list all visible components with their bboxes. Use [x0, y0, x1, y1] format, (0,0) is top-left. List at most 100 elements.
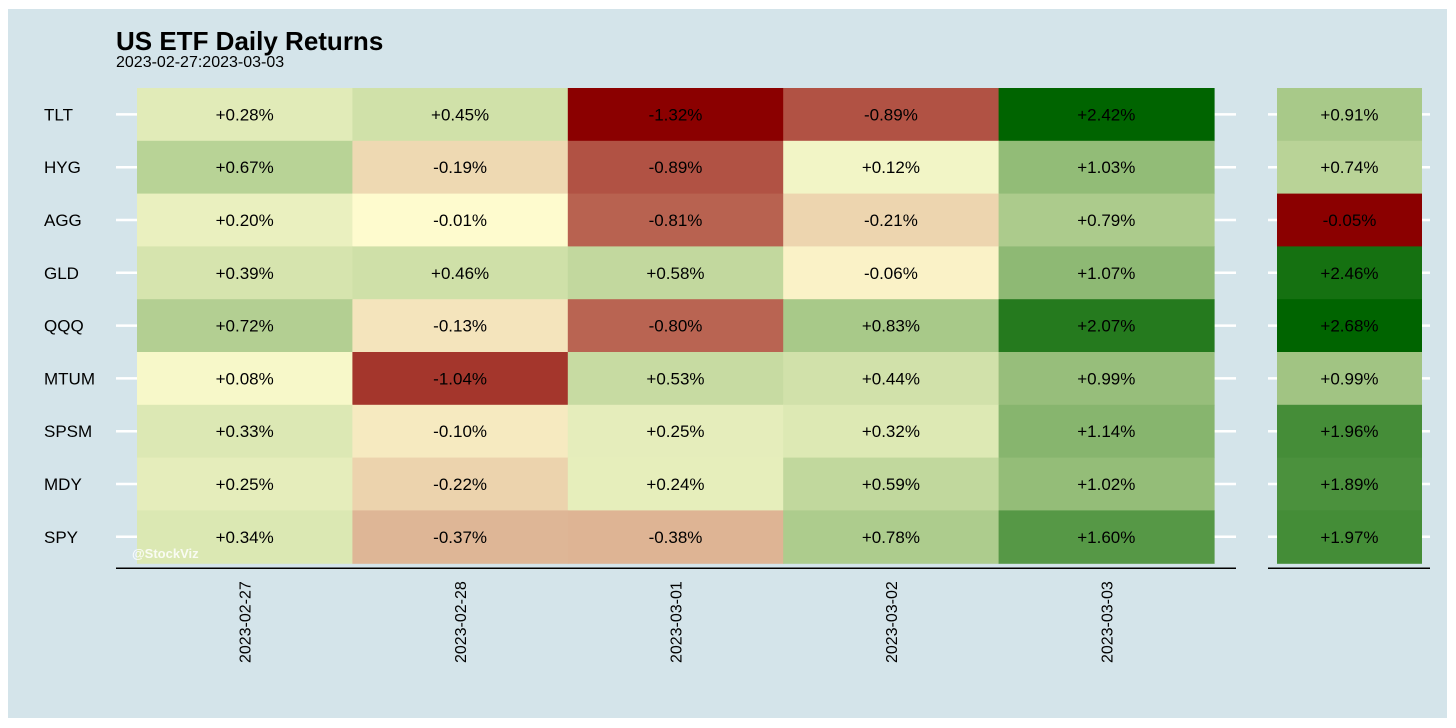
heatmap-cell: [998, 510, 1215, 564]
cell-label: +0.25%: [216, 475, 274, 494]
cell-label: -0.38%: [649, 528, 703, 547]
column-label: 2023-02-28: [453, 581, 470, 663]
heatmap-cell: [567, 88, 784, 142]
total-cell: [1277, 140, 1422, 195]
total-label: +1.97%: [1320, 528, 1378, 547]
heatmap-cell: [352, 299, 569, 353]
heatmap-cell: [567, 246, 784, 300]
column-label: 2023-03-01: [669, 581, 686, 663]
cell-label: -0.06%: [864, 264, 918, 283]
heatmap-cell: [998, 299, 1215, 353]
cell-label: +0.67%: [216, 158, 274, 177]
total-label: +1.96%: [1320, 422, 1378, 441]
heatmap-cell: [352, 140, 569, 195]
total-cell: [1277, 457, 1422, 511]
row-label: HYG: [44, 158, 81, 177]
cell-label: -0.19%: [433, 158, 487, 177]
cell-label: +0.99%: [1077, 369, 1135, 388]
cell-label: +1.14%: [1077, 422, 1135, 441]
total-cell: [1277, 352, 1422, 406]
cell-label: +1.07%: [1077, 264, 1135, 283]
cell-label: +0.34%: [216, 528, 274, 547]
total-cell: [1277, 88, 1422, 142]
cell-label: +0.33%: [216, 422, 274, 441]
heatmap-cell: [352, 246, 569, 300]
heatmap-cell: [998, 140, 1215, 195]
heatmap-cell: [137, 299, 353, 353]
cell-label: +2.42%: [1077, 105, 1135, 124]
heatmap-cell: [783, 457, 1000, 511]
cell-label: +0.72%: [216, 317, 274, 336]
cell-label: -0.89%: [864, 105, 918, 124]
heatmap-cell: [352, 404, 569, 459]
cell-label: -1.32%: [649, 105, 703, 124]
heatmap-cell: [998, 88, 1215, 142]
heatmap-cell: [998, 352, 1215, 406]
cell-label: -0.01%: [433, 211, 487, 230]
cell-label: +0.46%: [431, 264, 489, 283]
cell-label: +1.02%: [1077, 475, 1135, 494]
heatmap-cell: [783, 352, 1000, 406]
cell-label: +0.25%: [646, 422, 704, 441]
heatmap-cell: [567, 510, 784, 564]
heatmap-cell: [137, 193, 353, 247]
cell-label: -0.22%: [433, 475, 487, 494]
column-label: 2023-03-02: [884, 581, 901, 663]
cell-label: +0.12%: [862, 158, 920, 177]
row-label: GLD: [44, 264, 79, 283]
heatmap-cell: [783, 246, 1000, 300]
total-cell: [1277, 193, 1422, 247]
cell-label: -0.21%: [864, 211, 918, 230]
heatmap-cell: [137, 510, 353, 564]
cell-label: -0.81%: [649, 211, 703, 230]
cell-label: +0.32%: [862, 422, 920, 441]
column-label: 2023-02-27: [238, 581, 255, 663]
cell-label: -0.13%: [433, 317, 487, 336]
cell-label: +0.08%: [216, 369, 274, 388]
total-cell: [1277, 246, 1422, 300]
total-cell: [1277, 404, 1422, 459]
total-label: +2.46%: [1320, 264, 1378, 283]
heatmap-cell: [998, 404, 1215, 459]
total-cell: [1277, 510, 1422, 564]
heatmap-cell: [137, 246, 353, 300]
row-label: MTUM: [44, 369, 95, 388]
chart-title: US ETF Daily Returns: [116, 26, 384, 56]
heatmap-cell: [783, 299, 1000, 353]
heatmap-cell: [137, 88, 353, 142]
cell-label: +0.59%: [862, 475, 920, 494]
cell-label: +0.44%: [862, 369, 920, 388]
cell-label: +0.83%: [862, 317, 920, 336]
row-label: AGG: [44, 211, 82, 230]
chart-subtitle: 2023-02-27:2023-03-03: [116, 54, 285, 71]
heatmap-cell: [783, 88, 1000, 142]
row-label: TLT: [44, 105, 73, 124]
heatmap-cell: [783, 510, 1000, 564]
cell-label: -0.37%: [433, 528, 487, 547]
heatmap-cell: [567, 404, 784, 459]
row-label: SPSM: [44, 422, 92, 441]
cell-label: +0.20%: [216, 211, 274, 230]
heatmap-cell: [567, 352, 784, 406]
row-label: QQQ: [44, 317, 84, 336]
cell-label: +0.28%: [216, 105, 274, 124]
heatmap-cell: [783, 140, 1000, 195]
cell-label: +2.07%: [1077, 317, 1135, 336]
total-label: +1.89%: [1320, 475, 1378, 494]
cell-label: -0.10%: [433, 422, 487, 441]
total-label: +0.99%: [1320, 369, 1378, 388]
cell-label: -0.80%: [649, 317, 703, 336]
total-label: -0.05%: [1323, 211, 1377, 230]
cell-label: +0.24%: [646, 475, 704, 494]
heatmap-cell: [567, 140, 784, 195]
cell-label: +1.03%: [1077, 158, 1135, 177]
cell-label: +0.45%: [431, 105, 489, 124]
column-label: 2023-03-03: [1099, 581, 1116, 663]
heatmap-cell: [137, 404, 353, 459]
heatmap-cell: [137, 352, 353, 406]
row-label: SPY: [44, 528, 78, 547]
heatmap-cell: [567, 457, 784, 511]
heatmap-cell: [137, 140, 353, 195]
heatmap-cell: [352, 352, 569, 406]
